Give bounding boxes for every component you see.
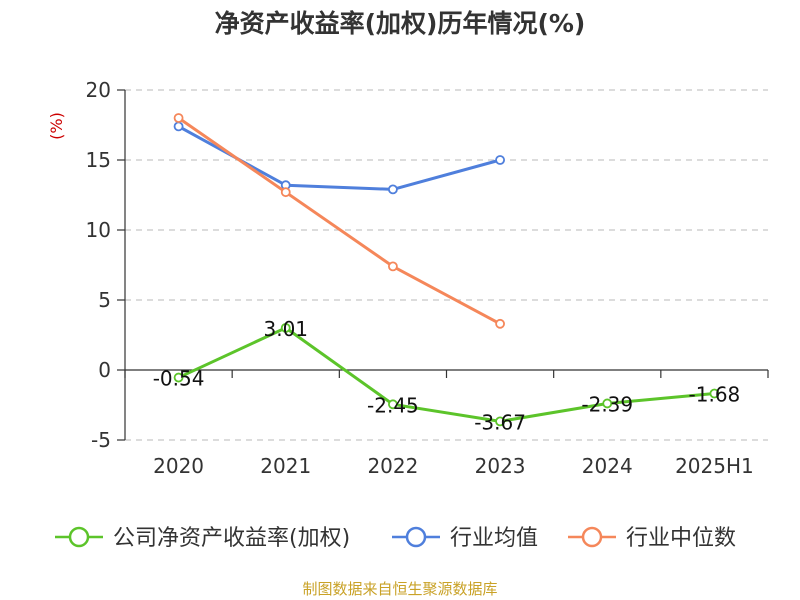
x-tick-label: 2024 xyxy=(582,454,633,478)
x-tick-label: 2023 xyxy=(475,454,526,478)
series-line-0 xyxy=(177,326,715,423)
series-line-2 xyxy=(177,116,501,326)
y-tick-label: 15 xyxy=(86,148,111,172)
data-point xyxy=(602,398,613,409)
data-point xyxy=(280,322,291,333)
data-point xyxy=(709,388,720,399)
axes: 2020 2021 2022 2023 2024 2025H1 xyxy=(124,90,769,478)
data-point xyxy=(388,184,398,195)
data-point xyxy=(173,372,184,383)
chart-title: 净资产收益率(加权)历年情况(%) xyxy=(215,9,586,38)
grid-lines: 20 15 10 5 0 -5 xyxy=(86,78,768,452)
y-tick-label: 20 xyxy=(86,78,111,102)
legend-label: 公司净资产收益率(加权) xyxy=(113,526,350,551)
data-point xyxy=(388,399,398,410)
data-point xyxy=(495,416,505,427)
data-label: -2.45 xyxy=(367,393,419,417)
series-lines xyxy=(173,113,720,427)
legend-marker xyxy=(581,526,603,548)
data-label: -1.68 xyxy=(689,383,741,407)
legend-label: 行业均值 xyxy=(450,526,538,551)
legend-marker xyxy=(405,526,427,548)
legend-marker xyxy=(68,526,90,548)
x-tick-label: 2020 xyxy=(153,454,204,478)
data-point xyxy=(173,121,184,132)
y-tick-label: 0 xyxy=(98,358,111,382)
series-line-1 xyxy=(177,125,501,191)
x-tick-label: 2022 xyxy=(367,454,418,478)
data-label: -0.54 xyxy=(153,367,205,391)
data-label: -3.67 xyxy=(474,410,526,434)
data-point xyxy=(388,261,398,272)
legend-label: 行业中位数 xyxy=(626,526,736,551)
legend: 公司净资产收益率(加权) 行业均值 行业中位数 xyxy=(55,526,736,551)
x-tick-label: 2021 xyxy=(260,454,311,478)
y-tick-label: 10 xyxy=(86,218,111,242)
data-point xyxy=(495,155,505,165)
y-axis-unit-label: (%) xyxy=(47,112,66,140)
data-point xyxy=(495,318,505,329)
data-labels: -0.54 3.01 -2.45 -3.67 -2.39 -1.68 xyxy=(153,317,741,435)
data-label: -2.39 xyxy=(581,392,633,416)
data-label: 3.01 xyxy=(263,317,308,341)
y-tick-label: 5 xyxy=(98,288,111,312)
data-point xyxy=(173,113,184,123)
y-tick-label: -5 xyxy=(91,428,111,452)
data-point xyxy=(280,187,291,198)
source-note: 制图数据来自恒生聚源数据库 xyxy=(302,580,497,598)
x-tick-label: 2025H1 xyxy=(675,454,754,478)
